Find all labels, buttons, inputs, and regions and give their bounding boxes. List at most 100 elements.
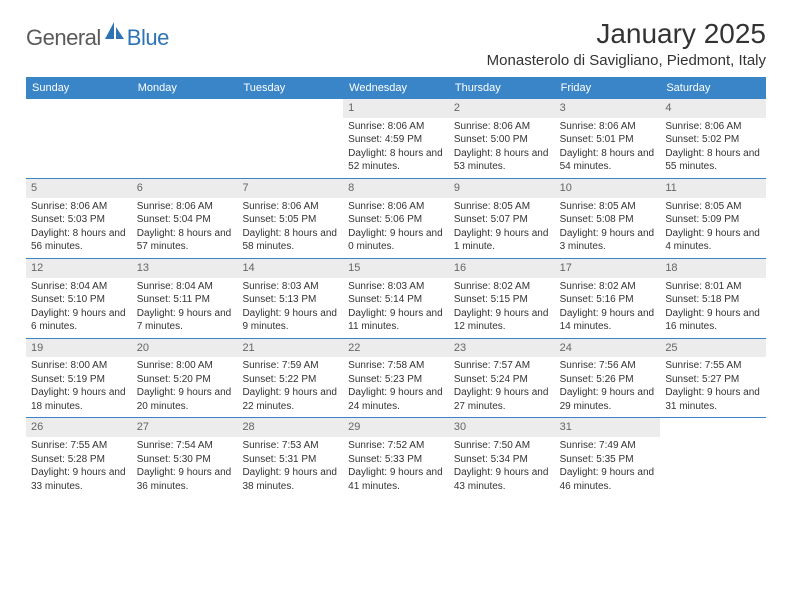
sunrise-text: Sunrise: 7:50 AM	[454, 439, 550, 453]
sunset-text: Sunset: 5:30 PM	[137, 453, 233, 467]
sunrise-text: Sunrise: 7:54 AM	[137, 439, 233, 453]
sunrise-text: Sunrise: 8:06 AM	[348, 120, 444, 134]
daylight-text: Daylight: 8 hours and 55 minutes.	[665, 147, 761, 174]
sunset-text: Sunset: 5:11 PM	[137, 293, 233, 307]
sunrise-text: Sunrise: 8:06 AM	[31, 200, 127, 214]
day-number: 20	[132, 339, 238, 358]
daylight-text: Daylight: 9 hours and 12 minutes.	[454, 307, 550, 334]
day-number: 5	[26, 179, 132, 198]
sunset-text: Sunset: 5:19 PM	[31, 373, 127, 387]
title-block: January 2025 Monasterolo di Savigliano, …	[487, 18, 766, 69]
day-cell: 23Sunrise: 7:57 AMSunset: 5:24 PMDayligh…	[449, 339, 555, 418]
sunset-text: Sunset: 5:27 PM	[665, 373, 761, 387]
daylight-text: Daylight: 8 hours and 58 minutes.	[242, 227, 338, 254]
day-cell	[132, 99, 238, 178]
day-cell: 25Sunrise: 7:55 AMSunset: 5:27 PMDayligh…	[660, 339, 766, 418]
weekday-header: Thursday	[449, 77, 555, 99]
sunrise-text: Sunrise: 8:06 AM	[137, 200, 233, 214]
sunset-text: Sunset: 5:00 PM	[454, 133, 550, 147]
sunrise-text: Sunrise: 8:06 AM	[348, 200, 444, 214]
day-content: Sunrise: 8:06 AMSunset: 5:01 PMDaylight:…	[555, 118, 661, 178]
day-number: 10	[555, 179, 661, 198]
daylight-text: Daylight: 9 hours and 29 minutes.	[560, 386, 656, 413]
daylight-text: Daylight: 9 hours and 11 minutes.	[348, 307, 444, 334]
daylight-text: Daylight: 9 hours and 3 minutes.	[560, 227, 656, 254]
daylight-text: Daylight: 9 hours and 27 minutes.	[454, 386, 550, 413]
day-number: 25	[660, 339, 766, 358]
day-content: Sunrise: 7:53 AMSunset: 5:31 PMDaylight:…	[237, 437, 343, 497]
day-number: 22	[343, 339, 449, 358]
day-content: Sunrise: 7:50 AMSunset: 5:34 PMDaylight:…	[449, 437, 555, 497]
day-cell	[660, 418, 766, 497]
day-number: 28	[237, 418, 343, 437]
sunrise-text: Sunrise: 8:03 AM	[348, 280, 444, 294]
daylight-text: Daylight: 9 hours and 33 minutes.	[31, 466, 127, 493]
day-cell: 15Sunrise: 8:03 AMSunset: 5:14 PMDayligh…	[343, 259, 449, 338]
sunrise-text: Sunrise: 7:56 AM	[560, 359, 656, 373]
daylight-text: Daylight: 9 hours and 38 minutes.	[242, 466, 338, 493]
day-cell: 5Sunrise: 8:06 AMSunset: 5:03 PMDaylight…	[26, 179, 132, 258]
day-cell: 8Sunrise: 8:06 AMSunset: 5:06 PMDaylight…	[343, 179, 449, 258]
day-content: Sunrise: 7:49 AMSunset: 5:35 PMDaylight:…	[555, 437, 661, 497]
day-number: 13	[132, 259, 238, 278]
day-content: Sunrise: 7:54 AMSunset: 5:30 PMDaylight:…	[132, 437, 238, 497]
sunset-text: Sunset: 5:04 PM	[137, 213, 233, 227]
day-content: Sunrise: 8:06 AMSunset: 5:05 PMDaylight:…	[237, 198, 343, 258]
day-number: 27	[132, 418, 238, 437]
day-content: Sunrise: 8:06 AMSunset: 5:04 PMDaylight:…	[132, 198, 238, 258]
day-cell: 12Sunrise: 8:04 AMSunset: 5:10 PMDayligh…	[26, 259, 132, 338]
day-content: Sunrise: 7:58 AMSunset: 5:23 PMDaylight:…	[343, 357, 449, 417]
daylight-text: Daylight: 9 hours and 9 minutes.	[242, 307, 338, 334]
day-number: 3	[555, 99, 661, 118]
day-content: Sunrise: 8:01 AMSunset: 5:18 PMDaylight:…	[660, 278, 766, 338]
day-number: 1	[343, 99, 449, 118]
daylight-text: Daylight: 9 hours and 31 minutes.	[665, 386, 761, 413]
header: General Blue January 2025 Monasterolo di…	[26, 18, 766, 69]
day-content: Sunrise: 8:02 AMSunset: 5:15 PMDaylight:…	[449, 278, 555, 338]
sunset-text: Sunset: 5:24 PM	[454, 373, 550, 387]
sunrise-text: Sunrise: 8:03 AM	[242, 280, 338, 294]
day-number	[132, 99, 238, 103]
sunset-text: Sunset: 5:14 PM	[348, 293, 444, 307]
day-cell: 18Sunrise: 8:01 AMSunset: 5:18 PMDayligh…	[660, 259, 766, 338]
day-number: 29	[343, 418, 449, 437]
day-content: Sunrise: 8:05 AMSunset: 5:07 PMDaylight:…	[449, 198, 555, 258]
day-number: 16	[449, 259, 555, 278]
day-cell: 11Sunrise: 8:05 AMSunset: 5:09 PMDayligh…	[660, 179, 766, 258]
day-content: Sunrise: 8:06 AMSunset: 5:06 PMDaylight:…	[343, 198, 449, 258]
sunset-text: Sunset: 5:06 PM	[348, 213, 444, 227]
week-row: 12Sunrise: 8:04 AMSunset: 5:10 PMDayligh…	[26, 258, 766, 338]
sunrise-text: Sunrise: 8:05 AM	[454, 200, 550, 214]
brand-word-1: General	[26, 25, 101, 51]
day-number: 23	[449, 339, 555, 358]
sunrise-text: Sunrise: 8:05 AM	[665, 200, 761, 214]
daylight-text: Daylight: 8 hours and 53 minutes.	[454, 147, 550, 174]
daylight-text: Daylight: 9 hours and 20 minutes.	[137, 386, 233, 413]
sunset-text: Sunset: 5:20 PM	[137, 373, 233, 387]
day-content: Sunrise: 7:55 AMSunset: 5:27 PMDaylight:…	[660, 357, 766, 417]
sunset-text: Sunset: 5:03 PM	[31, 213, 127, 227]
day-cell: 2Sunrise: 8:06 AMSunset: 5:00 PMDaylight…	[449, 99, 555, 178]
weekday-header: Sunday	[26, 77, 132, 99]
daylight-text: Daylight: 8 hours and 57 minutes.	[137, 227, 233, 254]
day-content: Sunrise: 7:59 AMSunset: 5:22 PMDaylight:…	[237, 357, 343, 417]
day-content: Sunrise: 8:05 AMSunset: 5:09 PMDaylight:…	[660, 198, 766, 258]
daylight-text: Daylight: 9 hours and 43 minutes.	[454, 466, 550, 493]
sunset-text: Sunset: 5:26 PM	[560, 373, 656, 387]
day-cell: 22Sunrise: 7:58 AMSunset: 5:23 PMDayligh…	[343, 339, 449, 418]
sunrise-text: Sunrise: 7:59 AM	[242, 359, 338, 373]
brand-logo: General Blue	[26, 18, 169, 53]
sunset-text: Sunset: 5:23 PM	[348, 373, 444, 387]
sunrise-text: Sunrise: 8:01 AM	[665, 280, 761, 294]
day-cell: 21Sunrise: 7:59 AMSunset: 5:22 PMDayligh…	[237, 339, 343, 418]
day-content: Sunrise: 7:57 AMSunset: 5:24 PMDaylight:…	[449, 357, 555, 417]
day-cell: 29Sunrise: 7:52 AMSunset: 5:33 PMDayligh…	[343, 418, 449, 497]
day-number: 31	[555, 418, 661, 437]
page-title: January 2025	[487, 18, 766, 50]
weekday-header: Friday	[555, 77, 661, 99]
sunrise-text: Sunrise: 7:57 AM	[454, 359, 550, 373]
day-content: Sunrise: 8:06 AMSunset: 5:03 PMDaylight:…	[26, 198, 132, 258]
day-cell	[237, 99, 343, 178]
sunset-text: Sunset: 5:07 PM	[454, 213, 550, 227]
day-content: Sunrise: 7:55 AMSunset: 5:28 PMDaylight:…	[26, 437, 132, 497]
